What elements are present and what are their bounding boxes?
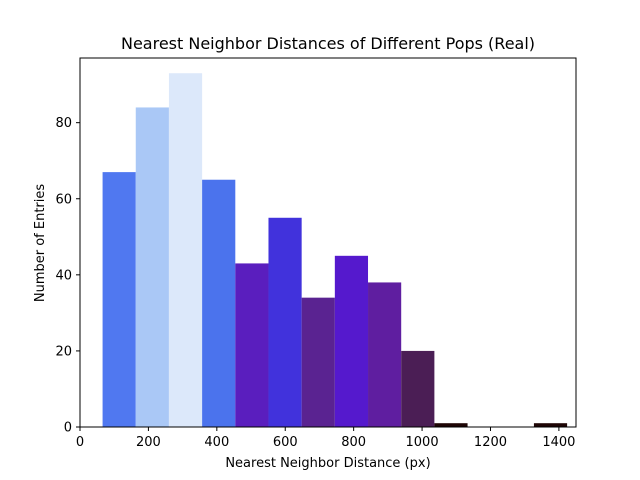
y-tick-label: 40 <box>55 268 72 283</box>
histogram-bar-14 <box>533 423 568 427</box>
histogram-bar-6 <box>268 217 302 427</box>
y-tick-label: 80 <box>55 116 72 131</box>
y-axis-ticks: 0 20 40 60 80 <box>55 116 80 436</box>
histogram-bar-11 <box>434 423 468 427</box>
histogram-bar-7 <box>301 297 335 427</box>
y-tick-label: 60 <box>55 192 72 207</box>
chart-title: Nearest Neighbor Distances of Different … <box>121 34 535 53</box>
x-tick-label: 400 <box>204 435 229 450</box>
histogram-bar-4 <box>202 179 236 427</box>
x-tick-label: 200 <box>136 435 161 450</box>
y-tick-label: 0 <box>64 421 72 436</box>
x-tick-label: 600 <box>273 435 298 450</box>
x-tick-label: 0 <box>76 435 84 450</box>
bars-group <box>102 73 568 427</box>
x-tick-label: 1400 <box>542 435 575 450</box>
histogram-bar-3 <box>168 73 203 427</box>
histogram-bar-1 <box>102 172 136 427</box>
histogram-bar-8 <box>334 255 369 427</box>
y-axis-label: Number of Entries <box>33 184 48 303</box>
x-tick-label: 1200 <box>474 435 507 450</box>
x-tick-label: 1000 <box>406 435 439 450</box>
histogram-bar-9 <box>368 282 402 427</box>
histogram-bar-2 <box>135 107 169 427</box>
plot-frame <box>79 57 577 428</box>
x-axis-ticks: 0 200 400 600 800 1000 1200 1400 <box>76 427 575 450</box>
x-axis-label: Nearest Neighbor Distance (px) <box>225 456 430 471</box>
y-tick-label: 20 <box>55 344 72 359</box>
x-tick-label: 800 <box>341 435 366 450</box>
histogram-bar-5 <box>235 263 269 427</box>
histogram-bar-10 <box>401 350 435 427</box>
